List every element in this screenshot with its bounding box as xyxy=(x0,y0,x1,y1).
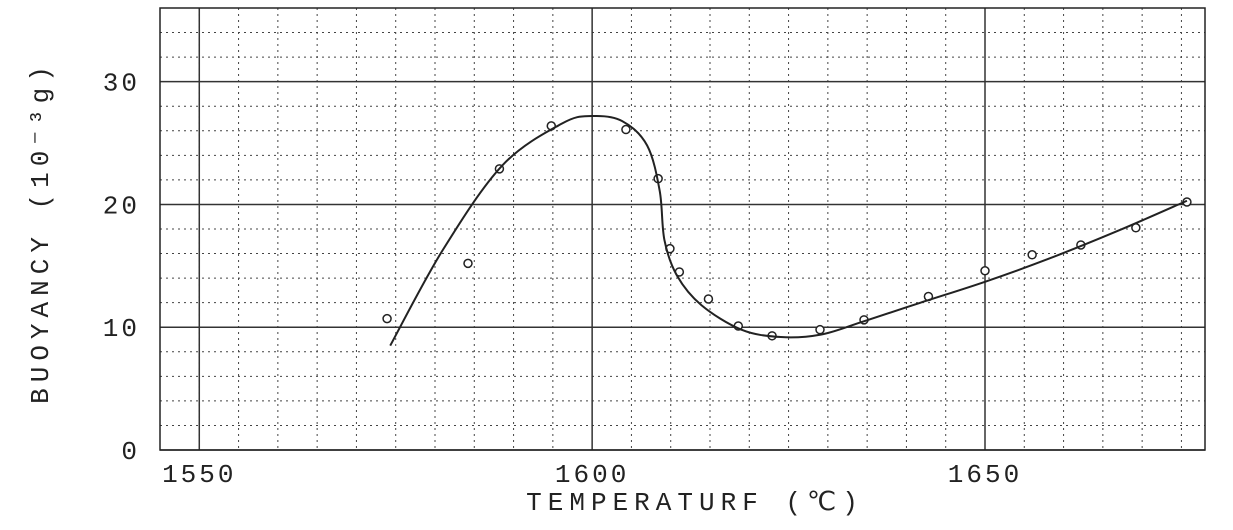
data-point xyxy=(463,258,473,269)
data-point xyxy=(1027,250,1037,260)
data-point xyxy=(980,265,990,276)
y-tick-label: 10 xyxy=(103,314,140,344)
y-tick-label: 30 xyxy=(103,69,140,99)
x-axis-label: TEMPERATURF (℃) xyxy=(526,488,864,518)
y-tick-label: 0 xyxy=(121,437,140,467)
y-axis-label: BUOYANCY (10⁻³g) xyxy=(26,60,56,404)
fit-curve xyxy=(389,114,1188,347)
x-tick-label: 1650 xyxy=(948,460,1022,490)
data-point xyxy=(621,124,631,135)
data-point xyxy=(815,324,825,335)
x-tick-label: 1550 xyxy=(162,460,236,490)
plot-frame xyxy=(159,7,1206,451)
data-point xyxy=(382,313,392,324)
y-tick-label: 20 xyxy=(103,191,140,221)
data-point xyxy=(703,294,714,304)
x-tick-label: 1600 xyxy=(555,460,629,490)
